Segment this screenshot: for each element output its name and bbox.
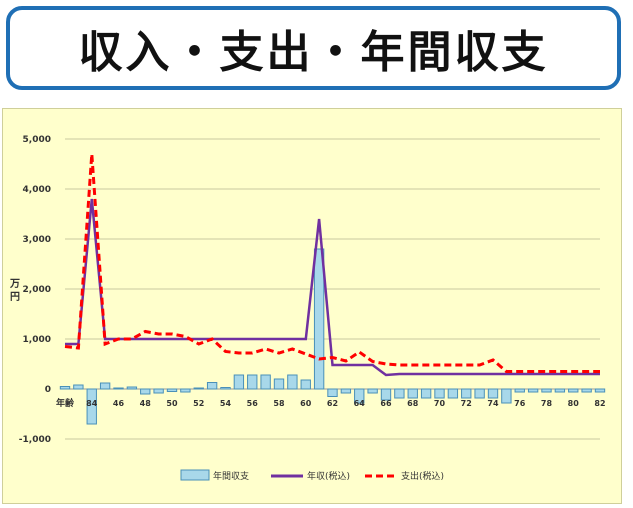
bar	[354, 388, 365, 404]
y-tick-label: 1,000	[23, 335, 51, 345]
expense-line	[64, 153, 600, 373]
y-axis-label-char: 円	[10, 291, 20, 303]
x-tick-label: 54	[220, 399, 232, 408]
bar	[581, 388, 592, 393]
y-tick-label: 4,000	[23, 185, 51, 195]
bar	[554, 388, 566, 393]
bar	[327, 388, 338, 397]
bar	[300, 379, 311, 390]
bar	[394, 388, 405, 399]
x-tick-label: 68	[407, 399, 419, 408]
bar	[541, 388, 552, 393]
bar	[153, 388, 164, 394]
bar	[260, 374, 271, 390]
y-tick-label: 3,000	[23, 235, 51, 245]
bar	[514, 388, 525, 393]
x-tick-label: 76	[514, 399, 526, 408]
bar	[380, 388, 392, 401]
bar	[233, 374, 245, 390]
legend-label-expense: 支出(税込)	[401, 470, 444, 482]
x-axis-label: 年齢	[56, 397, 75, 409]
bar	[206, 382, 218, 390]
x-tick-label: 64	[354, 399, 366, 408]
y-tick-label: 0	[45, 385, 51, 395]
bar	[501, 388, 512, 404]
x-tick-label: 58	[273, 399, 285, 408]
bar	[434, 388, 445, 399]
bar	[447, 388, 459, 399]
y-tick-label: 5,000	[23, 135, 51, 145]
bar	[340, 388, 352, 394]
legend-label-bar: 年間収支	[213, 470, 249, 482]
y-tick-label: -1,000	[19, 435, 51, 445]
bar	[527, 388, 539, 393]
x-tick-label: 72	[461, 399, 472, 408]
y-tick-label: 2,000	[23, 285, 51, 295]
y-axis-label-char: 万	[9, 278, 20, 290]
bar	[287, 374, 298, 390]
bar	[247, 374, 258, 390]
bar	[193, 387, 204, 390]
bar	[461, 388, 472, 399]
legend-label-income: 年収(税込)	[307, 470, 350, 482]
x-tick-label: 50	[166, 399, 178, 408]
x-tick-label: 48	[140, 399, 152, 408]
bar	[113, 387, 124, 390]
x-tick-label: 70	[434, 399, 446, 408]
bar	[99, 382, 111, 390]
bar	[407, 388, 418, 399]
x-tick-label: 78	[541, 399, 553, 408]
legend-swatch-bar	[180, 469, 210, 481]
bar	[594, 388, 606, 393]
bar	[86, 388, 97, 425]
bar	[273, 378, 285, 390]
x-tick-label: 74	[487, 399, 499, 408]
title-box: 収入・支出・年間収支	[6, 6, 621, 90]
bar	[367, 388, 378, 394]
bar	[474, 388, 485, 399]
bar	[487, 388, 499, 399]
bar	[59, 386, 71, 390]
x-tick-label: 84	[86, 399, 98, 408]
bar	[220, 387, 231, 390]
page-title: 収入・支出・年間収支	[78, 27, 549, 78]
bar	[126, 386, 138, 390]
x-tick-label: 62	[327, 399, 338, 408]
income-line	[65, 198, 600, 377]
x-tick-label: 56	[247, 399, 259, 408]
bar	[73, 384, 84, 390]
bar	[313, 248, 325, 390]
x-tick-label: 66	[380, 399, 392, 408]
x-tick-label: 80	[568, 399, 580, 408]
bar	[140, 388, 151, 395]
x-tick-label: 82	[594, 399, 605, 408]
x-tick-label: 60	[300, 399, 312, 408]
x-tick-label: 46	[113, 399, 125, 408]
bar	[166, 388, 178, 392]
bar	[180, 388, 191, 393]
bar	[420, 388, 432, 399]
chart-panel: 5,000 4,000 3,000 2,000 1,000 0 -1,000 万円年齢 84 46…	[2, 108, 622, 504]
x-tick-label: 52	[193, 399, 204, 408]
bar	[568, 388, 579, 393]
